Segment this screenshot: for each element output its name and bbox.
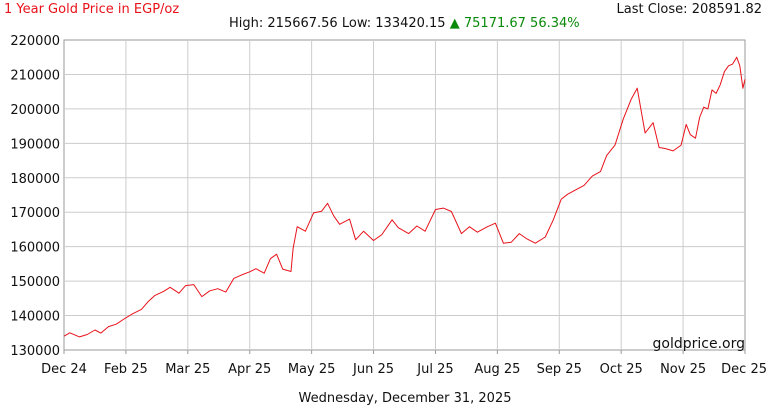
series-layer — [63, 56, 746, 338]
y-tick-label: 140000 — [10, 310, 60, 325]
x-tick-label: Feb 25 — [104, 362, 148, 377]
low-value: 133420.15 — [375, 16, 446, 31]
last-close-value: 208591.82 — [691, 2, 762, 17]
low-label: Low: — [341, 16, 372, 31]
x-tick-label: Dec 24 — [41, 362, 87, 377]
x-tick-label: Jul 25 — [416, 362, 453, 377]
high-value: 215667.56 — [267, 16, 338, 31]
last-close: Last Close: 208591.82 — [617, 2, 762, 17]
y-tick-label: 130000 — [10, 344, 60, 359]
last-close-label: Last Close: — [616, 2, 688, 17]
y-tick-label: 210000 — [10, 68, 60, 83]
x-tick-label: Apr 25 — [228, 362, 271, 377]
footer-date: Wednesday, December 31, 2025 — [298, 391, 512, 406]
x-tick-label: Oct 25 — [600, 362, 643, 377]
x-axis: Dec 24 Feb 25 Mar 25 Apr 25 May 25 Jun 25 Jul … — [41, 350, 767, 377]
change-value: 75171.67 — [463, 16, 526, 31]
price-stats: High: 215667.56 Low: 133420.15 ▲ 75171.6… — [229, 16, 580, 31]
x-tick-label: Jun 25 — [352, 362, 394, 377]
grid — [64, 40, 745, 350]
plot-area — [63, 39, 746, 351]
x-tick-label: Nov 25 — [660, 362, 706, 377]
y-tick-label: 200000 — [10, 103, 60, 118]
y-tick-label: 180000 — [10, 172, 60, 187]
x-tick-label: Mar 25 — [165, 362, 210, 377]
y-tick-label: 220000 — [10, 34, 60, 49]
y-tick-label: 190000 — [10, 137, 60, 152]
y-tick-label: 150000 — [10, 275, 60, 290]
series-line-gold-price — [63, 56, 746, 338]
y-tick-label: 160000 — [10, 241, 60, 256]
x-tick-label: May 25 — [288, 362, 336, 377]
x-tick-label: Dec 25 — [721, 362, 767, 377]
y-tick-label: 170000 — [10, 206, 60, 221]
chart-title: 1 Year Gold Price in EGP/oz — [4, 2, 180, 17]
x-tick-label: Aug 25 — [474, 362, 520, 377]
watermark: goldprice.org — [653, 336, 745, 352]
high-label: High: — [229, 16, 264, 31]
change-arrow-icon: ▲ — [449, 16, 460, 31]
gold-price-chart: 130000 140000 150000 160000 170000 180000 1900… — [10, 34, 767, 377]
change-percent: 56.34% — [530, 16, 580, 31]
y-axis: 130000 140000 150000 160000 170000 180000 1900… — [10, 34, 60, 359]
x-tick-label: Sep 25 — [537, 362, 582, 377]
